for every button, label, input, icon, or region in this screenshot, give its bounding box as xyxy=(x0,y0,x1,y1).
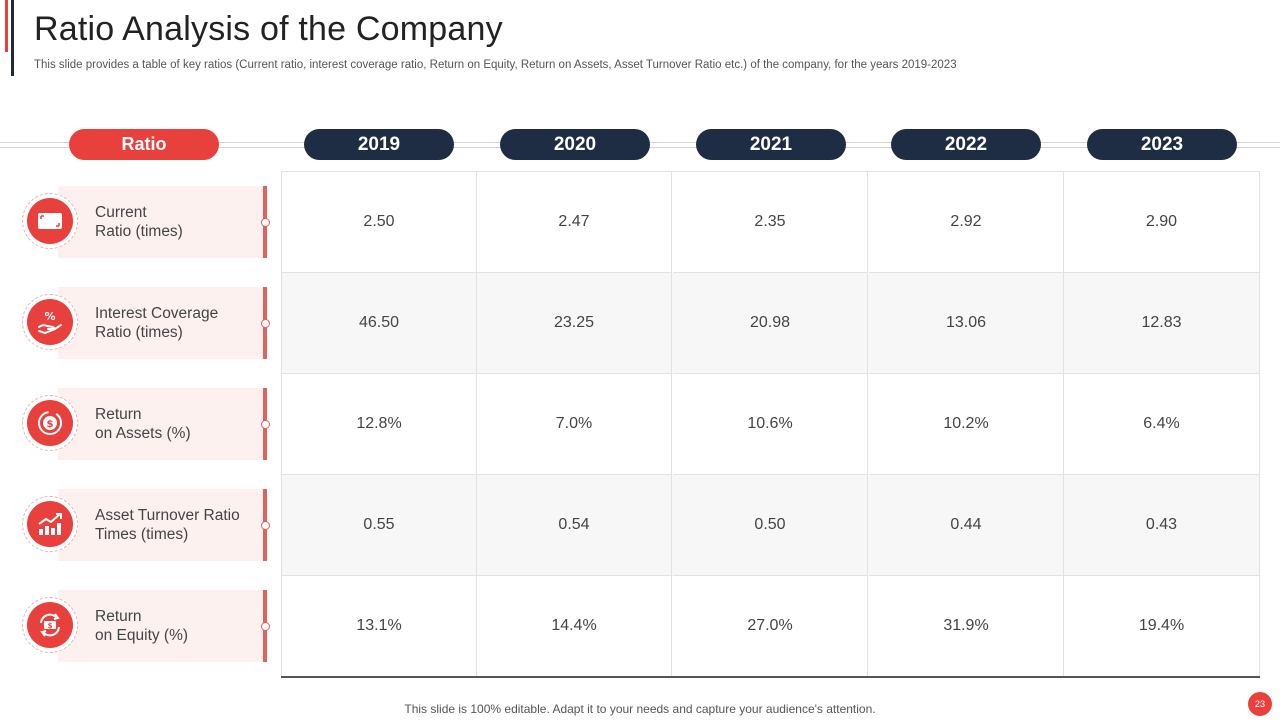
ratio-label-return-on-equity: $ Return on Equity (%) xyxy=(22,590,272,662)
label-background xyxy=(58,489,264,561)
ratio-label-text: Asset Turnover Ratio Times (times) xyxy=(95,489,260,561)
ratio-label-interest-coverage: % Interest Coverage Ratio (times) xyxy=(22,287,272,359)
ratio-label-text: Interest Coverage Ratio (times) xyxy=(95,287,260,359)
label-connector-dot xyxy=(261,622,270,631)
hand-percent-icon: % xyxy=(27,299,73,345)
table-cell: 0.50 xyxy=(673,475,868,576)
table-row: 12.8% 7.0% 10.6% 10.2% 6.4% xyxy=(282,374,1260,475)
table-cell: 13.1% xyxy=(282,576,477,677)
wallet-icon xyxy=(27,198,73,244)
year-header-2021: 2021 xyxy=(696,129,846,160)
label-background xyxy=(58,287,264,359)
icon-ring xyxy=(22,496,78,552)
table-cell: 10.2% xyxy=(869,374,1064,475)
page-title: Ratio Analysis of the Company xyxy=(34,10,503,48)
table-cell: 2.50 xyxy=(282,172,477,273)
ratio-label-current: Current Ratio (times) xyxy=(22,186,272,258)
title-accent-dark xyxy=(11,0,14,76)
ratio-label-line2: Ratio (times) xyxy=(95,324,183,341)
label-background xyxy=(58,388,264,460)
ratio-label-return-on-assets: $ Return on Assets (%) xyxy=(22,388,272,460)
table-row: 0.55 0.54 0.50 0.44 0.43 xyxy=(282,475,1260,576)
table-bottom-rule xyxy=(281,676,1260,678)
ratio-label-line2: Times (times) xyxy=(95,526,189,543)
money-cycle-icon: $ xyxy=(27,602,73,648)
table-cell: 2.35 xyxy=(673,172,868,273)
table-cell: 20.98 xyxy=(673,273,868,374)
ratio-label-text: Current Ratio (times) xyxy=(95,186,260,258)
icon-ring: $ xyxy=(22,597,78,653)
icon-ring: $ xyxy=(22,395,78,451)
label-background xyxy=(58,590,264,662)
ratio-label-line1: Current xyxy=(95,204,147,221)
year-header-2023: 2023 xyxy=(1087,129,1237,160)
table-cell: 0.44 xyxy=(869,475,1064,576)
label-background xyxy=(58,186,264,258)
year-header-2020: 2020 xyxy=(500,129,650,160)
ratio-label-text: Return on Equity (%) xyxy=(95,590,260,662)
ratio-label-line2: Ratio (times) xyxy=(95,223,183,240)
table-cell: 2.90 xyxy=(1064,172,1260,273)
table-cell: 0.54 xyxy=(477,475,672,576)
icon-ring: % xyxy=(22,294,78,350)
table-cell: 10.6% xyxy=(673,374,868,475)
ratio-label-line1: Interest Coverage xyxy=(95,305,219,322)
ratio-label-line2: on Assets (%) xyxy=(95,425,191,442)
label-connector-dot xyxy=(261,420,270,429)
page-number-badge: 23 xyxy=(1248,692,1272,716)
table-cell: 46.50 xyxy=(282,273,477,374)
table-cell: 14.4% xyxy=(477,576,672,677)
table-row: 46.50 23.25 20.98 13.06 12.83 xyxy=(282,273,1260,374)
table-cell: 2.92 xyxy=(869,172,1064,273)
table-row: 13.1% 14.4% 27.0% 31.9% 19.4% xyxy=(282,576,1260,677)
table-cell: 13.06 xyxy=(869,273,1064,374)
table-cell: 7.0% xyxy=(477,374,672,475)
footer-note: This slide is 100% editable. Adapt it to… xyxy=(404,702,876,716)
ratio-label-line1: Return xyxy=(95,608,142,625)
page-subtitle: This slide provides a table of key ratio… xyxy=(34,59,957,71)
table-cell: 31.9% xyxy=(869,576,1064,677)
table-cell: 0.43 xyxy=(1064,475,1260,576)
ratio-values-grid: 2.50 2.47 2.35 2.92 2.90 46.50 23.25 20.… xyxy=(281,171,1260,677)
growth-chart-icon xyxy=(27,501,73,547)
table-cell: 12.83 xyxy=(1064,273,1260,374)
table-cell: 2.47 xyxy=(477,172,672,273)
table-cell: 12.8% xyxy=(282,374,477,475)
svg-text:$: $ xyxy=(48,622,53,630)
table-cell: 0.55 xyxy=(282,475,477,576)
table-cell: 19.4% xyxy=(1064,576,1260,677)
table-cell: 6.4% xyxy=(1064,374,1260,475)
table-cell: 27.0% xyxy=(673,576,868,677)
title-accent-red xyxy=(5,0,8,52)
ratio-header-pill: Ratio xyxy=(69,129,219,160)
year-header-2019: 2019 xyxy=(304,129,454,160)
ratio-label-line1: Return xyxy=(95,406,142,423)
label-connector-dot xyxy=(261,521,270,530)
label-connector-dot xyxy=(261,218,270,227)
ratio-label-line2: on Equity (%) xyxy=(95,627,189,644)
ratio-label-text: Return on Assets (%) xyxy=(95,388,260,460)
ratio-label-line1: Asset Turnover Ratio xyxy=(95,507,240,524)
table-cell: 23.25 xyxy=(477,273,672,374)
label-connector-dot xyxy=(261,319,270,328)
ratio-label-asset-turnover: Asset Turnover Ratio Times (times) xyxy=(22,489,272,561)
dollar-coin-icon: $ xyxy=(27,400,73,446)
svg-text:$: $ xyxy=(47,419,54,430)
year-header-2022: 2022 xyxy=(891,129,1041,160)
table-row: 2.50 2.47 2.35 2.92 2.90 xyxy=(282,172,1260,273)
icon-ring xyxy=(22,193,78,249)
svg-text:%: % xyxy=(44,310,55,323)
